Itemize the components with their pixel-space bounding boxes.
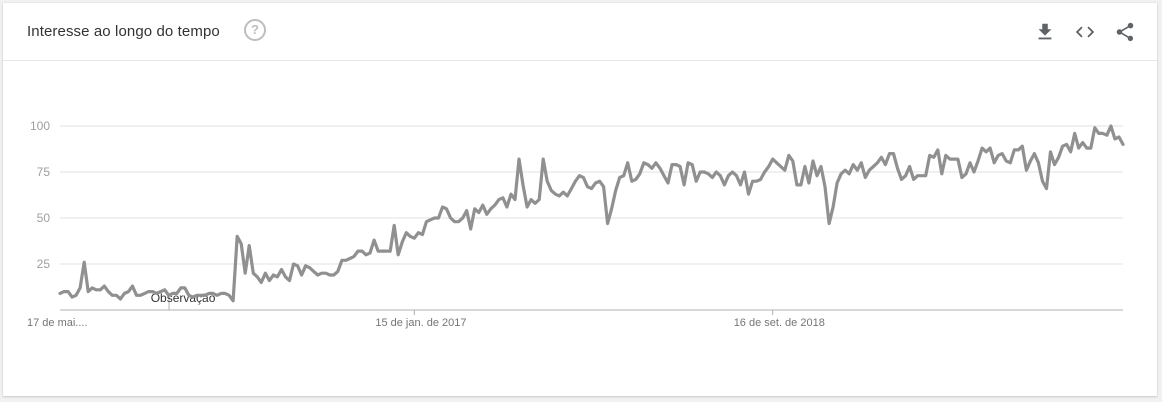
share-icon[interactable] — [1114, 21, 1136, 43]
card-title: Interesse ao longo do tempo — [27, 23, 220, 40]
y-tick-label: 75 — [37, 165, 51, 179]
y-tick-label: 25 — [37, 257, 51, 271]
y-tick-label: 50 — [37, 211, 51, 225]
x-tick-label: 15 de jan. de 2017 — [375, 317, 466, 329]
x-tick-label: 16 de set. de 2018 — [734, 317, 825, 329]
series-line — [58, 124, 1125, 303]
card-header: Interesse ao longo do tempo ? — [3, 3, 1157, 61]
download-icon[interactable] — [1034, 21, 1056, 43]
y-tick-label: 100 — [30, 119, 50, 133]
line-chart: 25 50 75 100 17 de mai.... 15 de jan. de 2017… — [27, 119, 1125, 329]
x-tick-label: 17 de mai.... — [27, 317, 88, 329]
help-icon[interactable]: ? — [244, 19, 266, 41]
chart-card: Interesse ao longo do tempo ? 25 50 75 100 1… — [3, 3, 1157, 396]
embed-code-icon[interactable] — [1074, 21, 1096, 43]
